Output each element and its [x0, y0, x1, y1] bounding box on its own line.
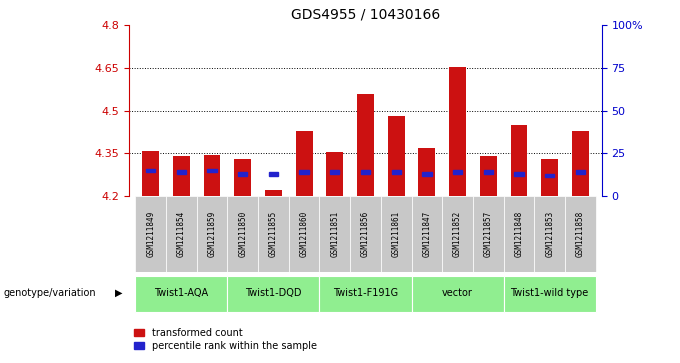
- Bar: [453, 170, 462, 174]
- Bar: [572, 131, 589, 196]
- Text: GSM1211853: GSM1211853: [545, 211, 554, 257]
- Bar: [142, 151, 159, 196]
- Text: GSM1211847: GSM1211847: [422, 211, 431, 257]
- Title: GDS4955 / 10430166: GDS4955 / 10430166: [291, 8, 440, 21]
- FancyBboxPatch shape: [289, 196, 320, 272]
- Text: Twist1-F191G: Twist1-F191G: [333, 288, 398, 298]
- Text: GSM1211849: GSM1211849: [146, 211, 155, 257]
- FancyBboxPatch shape: [320, 276, 411, 312]
- FancyBboxPatch shape: [534, 196, 565, 272]
- Text: GSM1211855: GSM1211855: [269, 211, 278, 257]
- Text: ▶: ▶: [115, 288, 123, 298]
- Text: GSM1211856: GSM1211856: [361, 211, 370, 257]
- FancyBboxPatch shape: [504, 276, 596, 312]
- Bar: [146, 168, 155, 172]
- Bar: [269, 172, 278, 176]
- FancyBboxPatch shape: [473, 196, 504, 272]
- Bar: [449, 67, 466, 196]
- Bar: [330, 170, 339, 174]
- Bar: [576, 170, 585, 174]
- Text: GSM1211858: GSM1211858: [576, 211, 585, 257]
- Text: GSM1211859: GSM1211859: [207, 211, 216, 257]
- FancyBboxPatch shape: [504, 196, 534, 272]
- FancyBboxPatch shape: [135, 276, 227, 312]
- Text: GSM1211848: GSM1211848: [515, 211, 524, 257]
- Text: GSM1211851: GSM1211851: [330, 211, 339, 257]
- Bar: [545, 174, 554, 178]
- Bar: [514, 172, 524, 176]
- FancyBboxPatch shape: [411, 196, 442, 272]
- Bar: [326, 152, 343, 196]
- Text: Twist1-AQA: Twist1-AQA: [154, 288, 209, 298]
- Text: vector: vector: [442, 288, 473, 298]
- Bar: [388, 117, 405, 196]
- FancyBboxPatch shape: [258, 196, 289, 272]
- Bar: [361, 170, 370, 174]
- Bar: [511, 125, 528, 196]
- Bar: [357, 94, 374, 196]
- Bar: [177, 170, 186, 174]
- Bar: [265, 190, 282, 196]
- Text: GSM1211850: GSM1211850: [238, 211, 248, 257]
- Bar: [541, 159, 558, 196]
- FancyBboxPatch shape: [411, 276, 504, 312]
- Text: GSM1211861: GSM1211861: [392, 211, 401, 257]
- Text: Twist1-wild type: Twist1-wild type: [511, 288, 589, 298]
- Bar: [299, 170, 309, 174]
- Text: GSM1211860: GSM1211860: [300, 211, 309, 257]
- Bar: [235, 159, 251, 196]
- Bar: [422, 172, 432, 176]
- FancyBboxPatch shape: [135, 196, 166, 272]
- FancyBboxPatch shape: [166, 196, 197, 272]
- Bar: [173, 156, 190, 196]
- Bar: [392, 170, 401, 174]
- Text: GSM1211852: GSM1211852: [453, 211, 462, 257]
- Bar: [296, 131, 313, 196]
- FancyBboxPatch shape: [381, 196, 411, 272]
- Bar: [418, 148, 435, 196]
- Text: Twist1-DQD: Twist1-DQD: [245, 288, 302, 298]
- Legend: transformed count, percentile rank within the sample: transformed count, percentile rank withi…: [134, 328, 317, 351]
- FancyBboxPatch shape: [197, 196, 227, 272]
- FancyBboxPatch shape: [442, 196, 473, 272]
- Text: GSM1211854: GSM1211854: [177, 211, 186, 257]
- FancyBboxPatch shape: [320, 196, 350, 272]
- FancyBboxPatch shape: [227, 276, 320, 312]
- Bar: [203, 155, 220, 196]
- Bar: [238, 172, 248, 176]
- Text: genotype/variation: genotype/variation: [3, 288, 96, 298]
- Bar: [483, 170, 493, 174]
- Bar: [480, 156, 496, 196]
- Bar: [207, 168, 217, 172]
- FancyBboxPatch shape: [350, 196, 381, 272]
- FancyBboxPatch shape: [227, 196, 258, 272]
- Text: GSM1211857: GSM1211857: [483, 211, 493, 257]
- FancyBboxPatch shape: [565, 196, 596, 272]
